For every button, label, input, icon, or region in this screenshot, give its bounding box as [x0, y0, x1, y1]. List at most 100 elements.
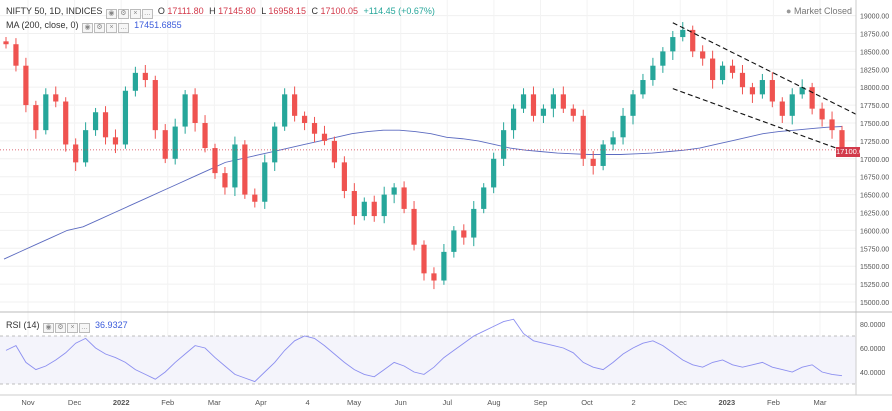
candle-body [680, 29, 686, 38]
candle-body [301, 115, 308, 123]
rsi-label[interactable]: RSI (14) [6, 320, 40, 330]
settings-icon[interactable]: ⚙ [117, 9, 129, 19]
candle-body [481, 187, 487, 209]
x-tick-label: Dec [674, 398, 688, 407]
market-dot-icon: ● [786, 6, 792, 16]
candle-body [799, 87, 805, 95]
y-tick-label: 16500.00 [860, 193, 889, 200]
candle-body [132, 72, 138, 91]
candle-body [441, 251, 447, 281]
candle-body [610, 137, 616, 145]
candle-body [122, 90, 129, 145]
y-tick-label: 17500.00 [860, 121, 889, 128]
moving-average-layer [3, 126, 843, 260]
candle-body [371, 201, 377, 217]
more-icon[interactable]: … [79, 323, 91, 333]
rsi-y-tick-label: 40.0000 [860, 370, 885, 377]
candle-body [779, 101, 785, 116]
x-tick-label: 2022 [113, 398, 130, 407]
low-label: L [261, 6, 266, 16]
y-tick-label: 18750.00 [860, 31, 889, 38]
candle-body [33, 105, 39, 131]
eye-icon[interactable]: ◉ [82, 23, 94, 33]
rsi-value: 36.9327 [95, 320, 128, 330]
settings-icon[interactable]: ⚙ [94, 23, 106, 33]
eye-icon[interactable]: ◉ [105, 9, 117, 19]
high-label: H [209, 6, 216, 16]
candle-body [182, 94, 188, 127]
candle-body [192, 94, 198, 123]
symbol-title[interactable]: NIFTY 50, 1D, INDICES [6, 6, 103, 16]
candle-body [640, 80, 646, 95]
candle-body [411, 208, 417, 245]
x-tick-label: May [347, 398, 361, 407]
x-tick-label: Mar [208, 398, 221, 407]
candle-body [391, 187, 397, 195]
candlestick-layer [0, 22, 856, 290]
x-tick-label: Dec [68, 398, 82, 407]
close-icon[interactable]: × [106, 23, 118, 33]
candle-body [311, 122, 318, 134]
y-tick-label: 18250.00 [860, 67, 889, 74]
eye-icon[interactable]: ◉ [43, 323, 55, 333]
candle-body [570, 108, 576, 116]
candle-body [580, 115, 586, 159]
candle-body [242, 144, 248, 195]
candle-body [92, 112, 99, 131]
y-tick-label: 15500.00 [860, 264, 889, 271]
y-tick-label: 16750.00 [860, 175, 889, 182]
candle-body [700, 51, 706, 59]
x-tick-label: Nov [21, 398, 35, 407]
candle-body [292, 94, 298, 116]
more-icon[interactable]: … [141, 9, 153, 19]
x-tick-label: 2 [632, 398, 636, 407]
candle-body [729, 65, 736, 73]
candle-body [710, 58, 716, 81]
candle-body [63, 101, 69, 145]
candle-body [361, 201, 367, 217]
candle-body [431, 273, 437, 281]
candle-body [670, 37, 676, 52]
ma-line [3, 126, 843, 260]
candle-body [501, 130, 507, 159]
candle-body [829, 119, 835, 131]
y-tick-label: 18500.00 [860, 49, 889, 56]
more-icon[interactable]: … [118, 23, 130, 33]
candle-body [461, 230, 467, 238]
rsi-band [0, 336, 856, 384]
settings-icon[interactable]: ⚙ [55, 323, 67, 333]
close-icon[interactable]: × [129, 9, 141, 19]
rsi-y-tick-label: 60.0000 [860, 346, 885, 353]
candle-body [53, 94, 59, 102]
candle-body [272, 126, 278, 163]
candle-body [550, 94, 556, 109]
candle-body [520, 94, 527, 109]
candle-body [491, 158, 497, 188]
candle-body [3, 41, 9, 45]
ma-label[interactable]: MA (200, close, 0) [6, 20, 79, 30]
candle-body [769, 80, 775, 102]
high-value: 17145.80 [218, 6, 256, 16]
symbol-legend: NIFTY 50, 1D, INDICES ◉ ⚙ ×… O 17111.80 H … [6, 6, 435, 19]
market-status: ● Market Closed [786, 6, 852, 16]
close-icon[interactable]: × [67, 323, 79, 333]
candle-body [421, 244, 427, 274]
candle-body [401, 187, 407, 209]
candle-body [112, 137, 119, 145]
x-tick-label: Feb [767, 398, 780, 407]
rsi-line [5, 318, 843, 383]
candle-body [252, 194, 258, 202]
last-price-tag: 17100.05 [836, 147, 868, 157]
y-tick-label: 15250.00 [860, 282, 889, 289]
x-tick-label: Feb [161, 398, 174, 407]
y-tick-label: 17750.00 [860, 103, 889, 110]
candle-body [600, 144, 606, 166]
candle-body [560, 94, 566, 109]
candle-body [23, 65, 29, 106]
candle-body [630, 94, 636, 116]
candle-body [759, 80, 765, 95]
y-tick-label: 17000.00 [860, 157, 889, 164]
candle-body [471, 208, 477, 238]
y-tick-label: 18000.00 [860, 85, 889, 92]
